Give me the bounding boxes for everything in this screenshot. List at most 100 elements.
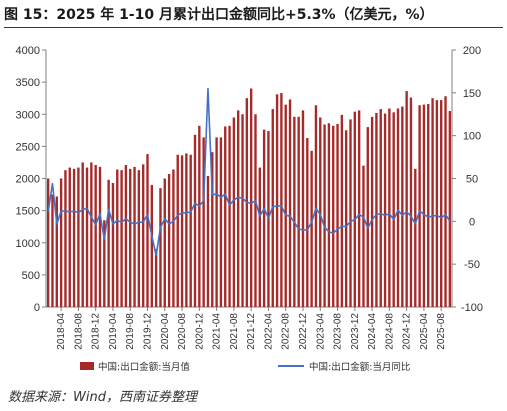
- bar-2019-12: [146, 154, 149, 307]
- bar-2023-01: [306, 138, 309, 307]
- x-tick-label: 2019-12: [143, 313, 154, 350]
- bar-2021-09: [237, 110, 240, 308]
- bar-2024-10: [396, 108, 400, 307]
- bar-2023-12: [353, 111, 357, 308]
- bar-2018-05: [64, 170, 67, 307]
- x-tick-label: 2018-12: [91, 313, 102, 350]
- bar-2024-01: [357, 110, 361, 308]
- bar-2021-08: [232, 117, 236, 308]
- y-left-tick-label: 1500: [16, 206, 40, 218]
- bar-2021-06: [224, 126, 227, 308]
- bar-2019-10: [137, 170, 141, 307]
- y-right-tick-label: 150: [463, 88, 481, 100]
- legend-line-label: 中国:出口金额:当月同比: [309, 361, 410, 373]
- y-right-tick-label: -100: [461, 302, 483, 314]
- bar-2020-06: [172, 169, 175, 307]
- bar-2018-08: [77, 167, 80, 307]
- bar-2020-02: [154, 249, 158, 307]
- bar-2021-03: [211, 152, 214, 307]
- bar-2021-07: [228, 125, 231, 307]
- bar-2023-09: [340, 114, 344, 307]
- x-tick-label: 2024-04: [367, 313, 378, 350]
- bar-2023-03: [314, 105, 318, 307]
- bar-2020-04: [163, 178, 166, 307]
- x-tick-label: 2019-04: [108, 313, 119, 350]
- x-tick-label: 2022-04: [263, 313, 274, 350]
- source-note: 数据来源：Wind，西南证券整理: [8, 390, 197, 405]
- bar-2022-01: [254, 114, 257, 307]
- bar-2025-04: [422, 104, 426, 307]
- bar-2023-11: [349, 119, 352, 307]
- x-tick-label: 2019-08: [125, 313, 136, 350]
- x-tick-label: 2023-12: [350, 313, 361, 350]
- bar-2025-10: [448, 111, 452, 307]
- bar-2018-10: [85, 167, 89, 307]
- bar-2021-04: [215, 137, 218, 307]
- bar-2018-06: [68, 167, 71, 307]
- bar-2020-11: [193, 134, 197, 307]
- bar-2023-05: [323, 124, 326, 307]
- x-tick-label: 2025-08: [436, 313, 447, 350]
- yoy-line: [47, 87, 451, 257]
- y-right-tick-label: 0: [469, 216, 475, 228]
- line-series: [47, 87, 451, 257]
- bar-2023-07: [332, 125, 335, 307]
- bar-2020-07: [176, 154, 179, 307]
- bar-2018-03: [55, 196, 58, 307]
- bar-2023-08: [336, 123, 339, 307]
- bar-2020-05: [167, 174, 171, 307]
- bar-2021-10: [241, 114, 244, 307]
- bar-2023-10: [344, 130, 348, 307]
- bar-2020-01: [150, 184, 154, 307]
- bar-2022-07: [280, 93, 283, 307]
- bar-2025-09: [444, 96, 447, 307]
- x-tick-label: 2024-12: [402, 313, 413, 350]
- bar-2025-06: [431, 98, 434, 307]
- bar-2021-01: [202, 137, 205, 307]
- bar-2023-02: [310, 150, 313, 307]
- bar-2023-04: [319, 117, 322, 308]
- bar-2024-11: [401, 106, 404, 307]
- bar-2018-09: [81, 162, 84, 307]
- x-tick-label: 2024-08: [384, 313, 395, 350]
- x-tick-label: 2020-08: [177, 313, 188, 350]
- bar-2024-12: [405, 91, 408, 308]
- bar-2020-12: [198, 125, 201, 307]
- bar-2025-07: [435, 100, 439, 307]
- y-left-tick-label: 4000: [16, 45, 40, 57]
- bar-2020-10: [189, 154, 192, 307]
- chart-legend: 中国:出口金额:当月值 中国:出口金额:当月同比: [80, 361, 410, 373]
- bar-2018-04: [59, 178, 63, 307]
- bar-2019-09: [133, 166, 136, 307]
- bar-2019-02: [103, 220, 106, 307]
- y-right-tick-label: 200: [463, 45, 481, 57]
- bar-2025-08: [440, 100, 443, 307]
- bar-2024-09: [392, 112, 395, 307]
- bar-2023-06: [327, 123, 331, 307]
- y-left-tick-label: 1000: [16, 238, 40, 250]
- x-tick-label: 2022-08: [281, 313, 292, 350]
- bar-2022-08: [284, 104, 287, 307]
- bar-2018-01: [46, 178, 50, 307]
- bar-2019-07: [124, 165, 128, 307]
- bar-2019-04: [111, 183, 115, 307]
- x-tick-label: 2023-08: [333, 313, 344, 350]
- y-right-tick-label: 100: [463, 131, 481, 143]
- bar-2019-01: [98, 166, 102, 307]
- y-right-tick-label: 50: [466, 174, 478, 186]
- x-tick-label: 2020-04: [160, 313, 171, 350]
- bar-2024-08: [388, 108, 391, 307]
- title-rule: [4, 27, 503, 28]
- y-left-tick-label: 3000: [16, 109, 40, 121]
- bar-2022-12: [301, 110, 305, 308]
- bar-2019-08: [129, 168, 132, 307]
- bar-2021-02: [206, 175, 210, 307]
- x-tick-label: 2018-04: [56, 313, 67, 350]
- bar-2025-03: [418, 105, 421, 307]
- bar-2020-09: [185, 153, 188, 307]
- bar-2022-02: [258, 167, 261, 307]
- bar-2019-05: [116, 169, 119, 307]
- bar-2024-06: [379, 109, 382, 307]
- bar-2022-10: [293, 116, 296, 307]
- bar-2019-11: [141, 164, 145, 307]
